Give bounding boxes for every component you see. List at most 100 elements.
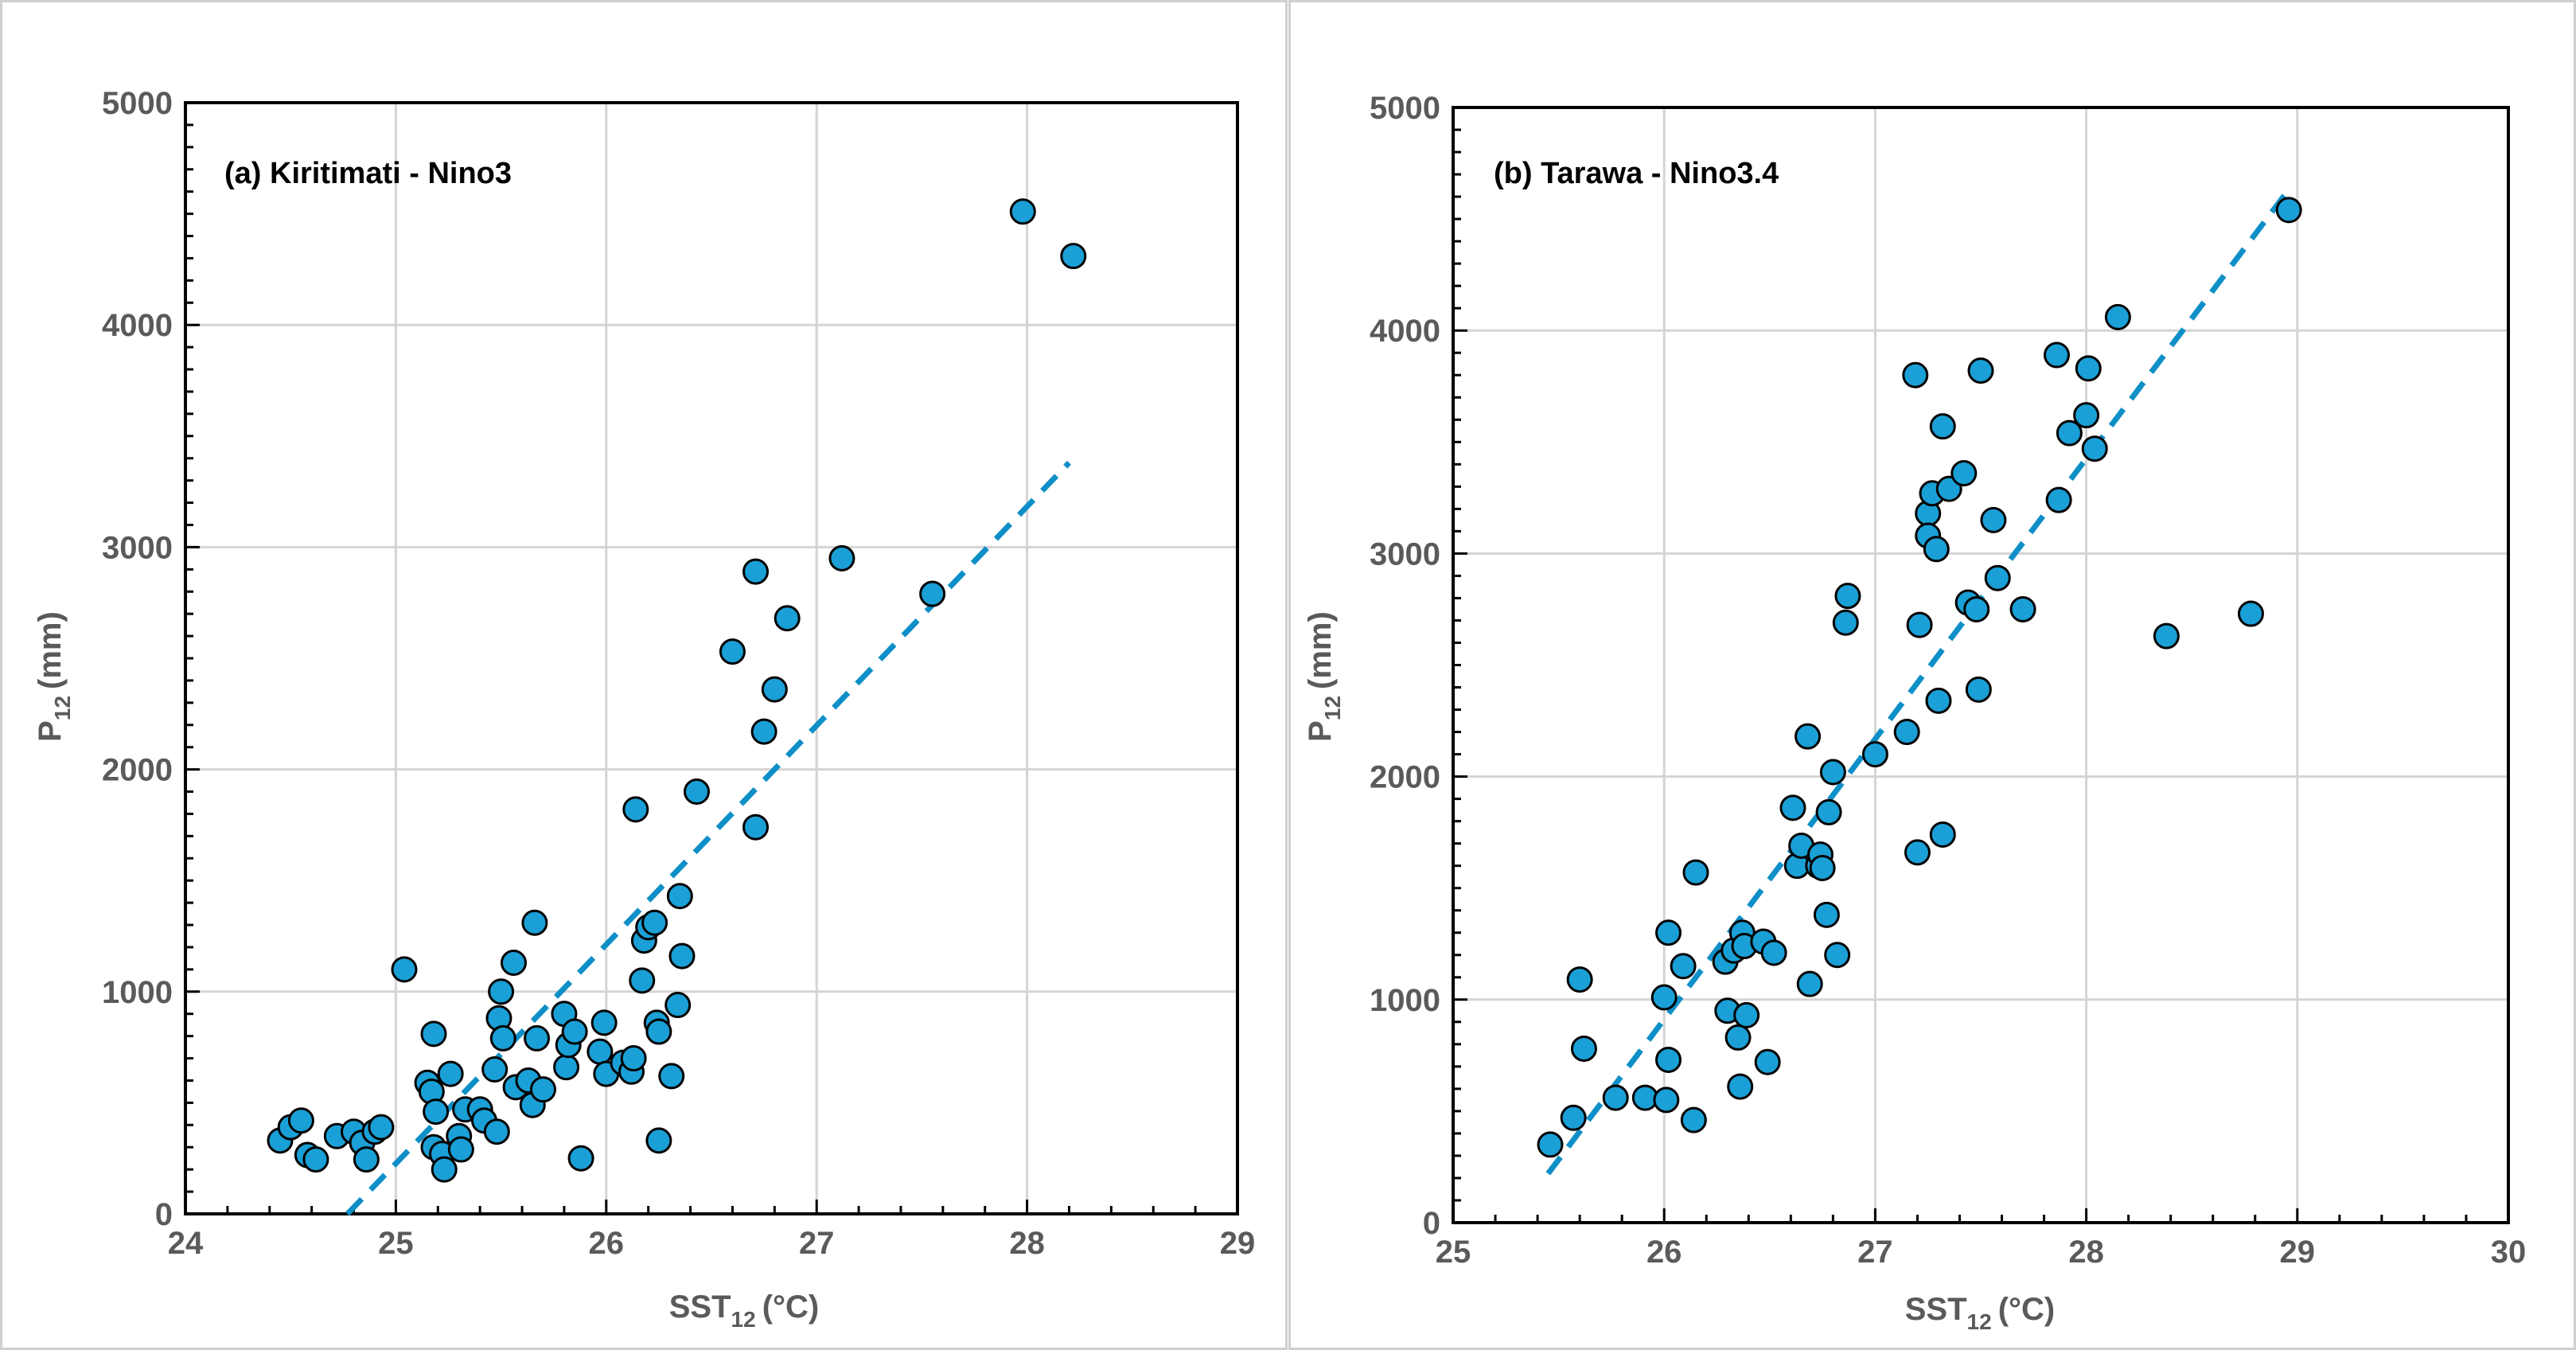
data-point-b-38 — [1861, 741, 1888, 768]
x-axis-title-a: SST12 (°C) — [669, 1290, 819, 1332]
y-tick-label-b-3: 3000 — [1370, 536, 1440, 572]
data-point-b-22 — [1754, 1048, 1781, 1075]
x-axis-label-b: SST — [1905, 1292, 1967, 1327]
trendline-a — [345, 460, 1072, 1216]
y-tick-label-b-5: 5000 — [1370, 91, 1440, 126]
data-point-a-68 — [919, 580, 946, 607]
data-point-a-57 — [664, 992, 692, 1019]
data-point-b-3 — [1570, 1035, 1597, 1062]
data-point-a-63 — [742, 558, 770, 585]
data-point-b-56 — [1980, 506, 2007, 533]
y-tick-label-a-1: 1000 — [102, 975, 173, 1010]
data-point-b-51 — [1951, 460, 1978, 487]
data-point-b-58 — [2009, 595, 2036, 622]
data-point-a-30 — [500, 950, 527, 977]
chart-title-b: (b) Tarawa - Nino3.4 — [1494, 157, 1779, 190]
plot-area-a — [184, 101, 1239, 1215]
data-point-b-31 — [1809, 854, 1836, 881]
data-point-a-62 — [742, 814, 770, 841]
x-tick-label-a-1: 25 — [378, 1226, 414, 1261]
data-point-b-11 — [1680, 1106, 1707, 1133]
data-point-a-43 — [590, 1009, 618, 1036]
data-point-a-70 — [1060, 243, 1087, 270]
data-point-b-67 — [2237, 600, 2264, 627]
y-axis-title-b: P12 (mm) — [1303, 611, 1345, 742]
x-tick-label-b-4: 29 — [2280, 1235, 2316, 1270]
chart-group-a: 24 25 26 27 28 29 0 1000 2000 3000 4000 5000 — [102, 86, 1255, 1261]
x-axis-title-b: SST12 (°C) — [1905, 1292, 2055, 1334]
data-point-a-29 — [489, 1024, 516, 1052]
x-tick-label-b-5: 30 — [2491, 1235, 2527, 1270]
data-point-b-66 — [2153, 622, 2180, 650]
data-point-b-37 — [1834, 583, 1861, 610]
data-point-a-28 — [488, 978, 515, 1005]
data-point-b-23 — [1760, 939, 1787, 966]
data-point-a-42 — [587, 1038, 614, 1065]
y-axis-title-a: P12 (mm) — [33, 611, 75, 742]
data-point-b-33 — [1815, 798, 1842, 825]
x-tick-label-a-5: 29 — [1220, 1226, 1256, 1261]
data-point-b-46 — [1923, 536, 1950, 563]
data-point-a-14 — [420, 1020, 447, 1048]
data-point-b-55 — [1967, 357, 1994, 384]
y-tick-label-b-1: 1000 — [1370, 983, 1440, 1018]
data-point-a-56 — [658, 1063, 685, 1090]
data-point-a-48 — [622, 796, 649, 823]
x-tick-label-a-0: 24 — [168, 1226, 204, 1261]
data-point-a-11 — [391, 956, 418, 983]
data-point-a-69 — [1009, 198, 1036, 225]
data-point-a-25 — [481, 1056, 509, 1083]
x-tick-label-b-3: 28 — [2068, 1235, 2104, 1270]
y-tick-label-b-2: 2000 — [1370, 760, 1440, 795]
y-axis-label-b: P — [1303, 720, 1338, 742]
x-tick-label-a-3: 27 — [799, 1226, 835, 1261]
data-point-b-36 — [1832, 609, 1859, 636]
data-point-b-64 — [2081, 435, 2108, 462]
data-point-a-47 — [620, 1045, 647, 1072]
data-point-b-1 — [1560, 1104, 1587, 1131]
data-point-b-28 — [1796, 970, 1823, 997]
x-axis-unit-b: (°C) — [1998, 1292, 2056, 1327]
x-tick-label-b-0: 25 — [1436, 1235, 1471, 1270]
data-point-a-35 — [524, 1024, 551, 1052]
data-point-a-36 — [529, 1076, 556, 1103]
data-point-b-54 — [1965, 676, 1992, 703]
data-point-b-53 — [1963, 595, 1990, 622]
data-point-a-49 — [629, 967, 656, 994]
chart-group-b: 25 26 27 28 29 30 0 1000 2000 3000 4000 5000 — [1370, 91, 2526, 1270]
y-tick-label-a-4: 4000 — [102, 308, 173, 343]
data-point-b-32 — [1813, 901, 1840, 928]
y-tick-label-b-0: 0 — [1423, 1206, 1440, 1241]
data-point-b-68 — [2275, 197, 2302, 224]
data-point-b-57 — [1984, 564, 2011, 591]
data-point-a-4 — [302, 1146, 329, 1173]
x-tick-label-b-2: 27 — [1857, 1235, 1893, 1270]
data-point-b-62 — [2073, 402, 2100, 429]
data-point-b-35 — [1824, 942, 1851, 969]
data-point-a-40 — [561, 1018, 588, 1045]
data-point-b-20 — [1733, 1001, 1760, 1028]
data-point-b-12 — [1682, 859, 1709, 886]
y-tick-label-b-4: 4000 — [1370, 314, 1440, 349]
data-point-a-54 — [645, 1018, 672, 1045]
data-point-a-59 — [668, 942, 696, 970]
data-point-b-47 — [1925, 687, 1952, 714]
x-axis-unit-a: (°C) — [762, 1290, 820, 1325]
data-point-b-17 — [1727, 1073, 1754, 1100]
data-point-b-16 — [1724, 1024, 1752, 1051]
data-point-a-52 — [641, 909, 668, 936]
data-point-b-6 — [1650, 984, 1678, 1011]
x-tick-label-a-4: 28 — [1009, 1226, 1045, 1261]
data-point-b-2 — [1566, 966, 1593, 993]
data-point-a-18 — [431, 1156, 458, 1183]
chart-panel-a — [0, 0, 1288, 1350]
data-point-b-27 — [1795, 723, 1822, 750]
y-tick-label-a-3: 3000 — [102, 530, 173, 565]
data-point-a-58 — [666, 883, 693, 910]
x-tick-label-b-1: 26 — [1647, 1235, 1682, 1270]
data-point-b-34 — [1819, 759, 1846, 786]
data-point-b-4 — [1602, 1084, 1629, 1111]
data-point-b-7 — [1653, 1087, 1680, 1114]
data-point-b-40 — [1902, 361, 1929, 388]
data-point-b-59 — [2043, 341, 2070, 369]
